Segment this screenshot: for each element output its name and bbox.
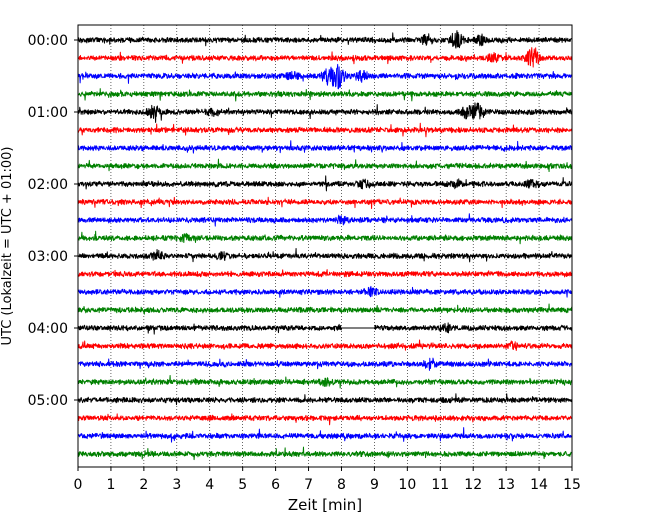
x-axis-label: Zeit [min] <box>288 496 362 514</box>
x-tick-label: 1 <box>106 477 115 493</box>
trace-0215 <box>77 196 573 209</box>
y-tick-label: 01:00 <box>28 105 68 121</box>
x-tick-label: 0 <box>74 477 83 493</box>
trace-0115 <box>77 122 573 138</box>
y-tick-label: 00:00 <box>28 33 68 49</box>
y-tick-label: 03:00 <box>28 249 68 265</box>
trace-0400 <box>77 322 573 335</box>
trace-0200 <box>77 175 573 192</box>
x-tick-label: 11 <box>431 477 449 493</box>
plot-frame <box>77 24 573 468</box>
seismogram-traces <box>77 30 573 461</box>
trace-0515 <box>77 413 573 426</box>
trace-0545 <box>77 446 573 461</box>
trace-0045 <box>77 88 573 102</box>
trace-0445 <box>77 374 573 389</box>
trace-0430 <box>77 357 573 371</box>
x-tick-label: 8 <box>337 477 346 493</box>
y-axis-label: UTC (Lokalzeit = UTC + 01:00) <box>0 147 15 346</box>
trace-0100 <box>77 102 573 123</box>
x-tick-label: 13 <box>497 477 515 493</box>
x-tick-label: 14 <box>530 477 548 493</box>
x-tick-label: 5 <box>238 477 247 493</box>
trace-0500 <box>77 393 573 406</box>
x-tick-label: 10 <box>398 477 416 493</box>
trace-0530 <box>77 427 573 443</box>
y-tick-label: 04:00 <box>28 321 68 337</box>
trace-0300 <box>77 248 573 263</box>
trace-0230 <box>77 213 573 227</box>
x-tick-label: 15 <box>563 477 581 493</box>
trace-0330 <box>77 285 573 298</box>
y-tick-label: 05:00 <box>28 393 68 409</box>
x-axis-ticks: 0 1 2 3 4 5 6 7 8 9 10 11 12 13 14 15 <box>74 467 581 493</box>
x-tick-label: 12 <box>464 477 482 493</box>
trace-0315 <box>77 269 573 278</box>
trace-0245 <box>77 230 573 245</box>
y-axis-ticks: 00:00 01:00 02:00 03:00 04:00 05:00 <box>28 33 78 409</box>
trace-0130 <box>77 140 573 154</box>
x-tick-label: 3 <box>172 477 181 493</box>
y-tick-label: 02:00 <box>28 177 68 193</box>
trace-0015 <box>77 47 573 68</box>
x-tick-label: 7 <box>304 477 313 493</box>
x-tick-label: 4 <box>205 477 214 493</box>
trace-0145 <box>77 158 573 173</box>
x-tick-label: 9 <box>370 477 379 493</box>
trace-0000 <box>77 30 573 49</box>
x-tick-label: 2 <box>139 477 148 493</box>
trace-0345 <box>77 303 573 315</box>
x-tick-label: 6 <box>271 477 280 493</box>
trace-0030 <box>77 63 573 90</box>
trace-0415 <box>77 339 573 351</box>
